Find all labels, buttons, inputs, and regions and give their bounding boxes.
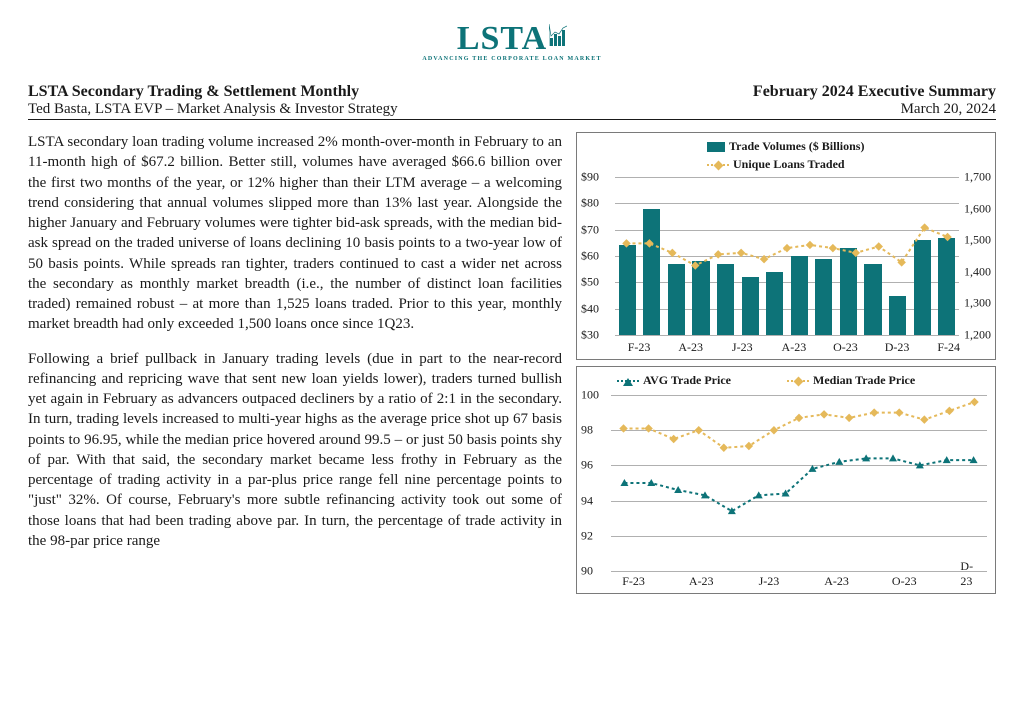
author-line: Ted Basta, LSTA EVP – Market Analysis & … xyxy=(28,101,398,118)
logo: LSTA ADVANCING THE CORPORATE LOAN MARKET xyxy=(422,20,601,62)
diamond-icon xyxy=(713,161,723,171)
paragraph-2: Following a brief pullback in January tr… xyxy=(28,349,562,552)
chart1-line-overlay xyxy=(615,177,959,335)
logo-block: LSTA ADVANCING THE CORPORATE LOAN MARKET xyxy=(28,20,996,65)
chart2-plot xyxy=(611,395,987,571)
legend-a-swatch xyxy=(617,380,639,382)
body-text: LSTA secondary loan trading volume incre… xyxy=(28,132,562,594)
trade-volume-chart: Trade Volumes ($ Billions) Unique Loans … xyxy=(576,132,996,360)
legend-bar-swatch xyxy=(707,142,725,152)
legend-bar-label: Trade Volumes ($ Billions) xyxy=(729,139,864,154)
paragraph-1: LSTA secondary loan trading volume incre… xyxy=(28,132,562,335)
triangle-icon xyxy=(623,378,633,386)
legend-avg-price: AVG Trade Price xyxy=(617,373,731,388)
legend-b-label: Median Trade Price xyxy=(813,373,915,388)
legend-median-price: Median Trade Price xyxy=(787,373,915,388)
legend-unique-loans: Unique Loans Traded xyxy=(707,157,845,172)
charts-column: Trade Volumes ($ Billions) Unique Loans … xyxy=(576,132,996,594)
chart2-lines-overlay xyxy=(611,395,987,571)
header-left: LSTA Secondary Trading & Settlement Mont… xyxy=(28,83,398,118)
content: LSTA secondary loan trading volume incre… xyxy=(28,132,996,594)
trade-price-chart: AVG Trade Price Median Trade Price 90929… xyxy=(576,366,996,594)
report-title: LSTA Secondary Trading & Settlement Mont… xyxy=(28,83,398,101)
legend-trade-volumes: Trade Volumes ($ Billions) xyxy=(707,139,864,154)
report-subtitle: February 2024 Executive Summary xyxy=(753,83,996,101)
legend-line-label: Unique Loans Traded xyxy=(733,157,845,172)
logo-mini-chart-icon xyxy=(549,24,567,53)
diamond-icon xyxy=(793,377,803,387)
chart1-plot xyxy=(615,177,959,335)
header: LSTA Secondary Trading & Settlement Mont… xyxy=(28,83,996,120)
logo-text: LSTA xyxy=(457,20,547,57)
logo-tagline: ADVANCING THE CORPORATE LOAN MARKET xyxy=(422,56,601,62)
report-date: March 20, 2024 xyxy=(753,101,996,118)
legend-b-swatch xyxy=(787,380,809,382)
legend-a-label: AVG Trade Price xyxy=(643,373,731,388)
header-right: February 2024 Executive Summary March 20… xyxy=(753,83,996,118)
legend-line-swatch xyxy=(707,164,729,166)
